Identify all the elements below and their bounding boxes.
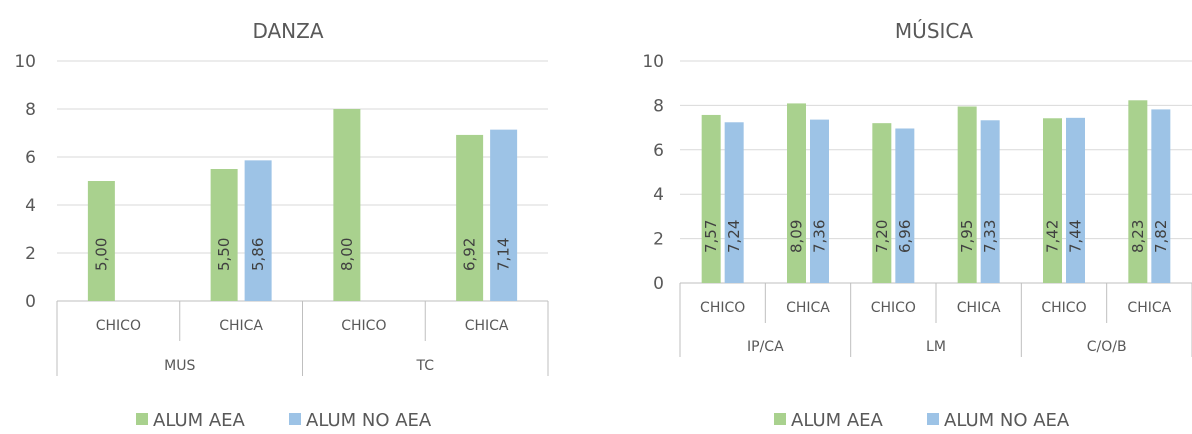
bar (895, 128, 915, 283)
data-label: 5,86 (249, 238, 267, 271)
category-label: CHICO (341, 318, 386, 334)
chart-title: DANZA (252, 19, 323, 43)
y-tick-label: 10 (642, 52, 664, 72)
danza-chart: DANZA 0 2 4 6 8 10 CHICO CHICA CHICO CHICA MUS TC 5,0… (14, 19, 549, 431)
legend-label: ALUM NO AEA (944, 410, 1070, 431)
data-label: 6,96 (896, 220, 914, 253)
y-tick-label: 0 (653, 274, 664, 294)
bar (490, 129, 518, 301)
y-tick-label: 8 (653, 96, 664, 116)
category-label: CHICO (1041, 300, 1086, 316)
y-tick-label: 10 (14, 52, 36, 72)
data-label: 7,82 (1152, 220, 1170, 253)
y-tick-label: 2 (653, 230, 664, 250)
y-tick-label: 0 (25, 292, 36, 312)
bar (210, 169, 238, 301)
bar (1151, 109, 1171, 283)
data-label: 7,33 (981, 220, 999, 253)
data-label: 8,09 (788, 220, 806, 253)
data-label: 6,92 (461, 238, 479, 271)
category-label: CHICA (219, 318, 263, 334)
bar (810, 119, 829, 283)
y-tick-label: 2 (25, 244, 36, 264)
data-label: 5,00 (92, 238, 110, 271)
category-label: CHICA (465, 318, 509, 334)
group-label: LM (926, 339, 946, 355)
legend-label: ALUM AEA (791, 410, 884, 431)
legend-swatch (289, 413, 301, 425)
y-tick-label: 8 (25, 100, 36, 120)
legend-label: ALUM NO AEA (306, 410, 432, 431)
chart-title: MÚSICA (895, 19, 973, 43)
category-label: CHICO (96, 318, 141, 334)
legend-swatch (136, 413, 148, 425)
y-tick-label: 4 (25, 196, 36, 216)
bar (724, 122, 744, 283)
group-label: MUS (164, 358, 195, 374)
bar (1043, 118, 1062, 283)
bar (87, 181, 115, 301)
data-label: 7,36 (811, 220, 829, 253)
bar (1066, 117, 1085, 283)
legend-label: ALUM AEA (153, 410, 246, 431)
bar (787, 103, 806, 283)
group-label: TC (415, 358, 434, 374)
data-label: 7,20 (873, 220, 891, 253)
y-tick-label: 4 (653, 185, 664, 205)
bar (244, 160, 272, 301)
bar (980, 120, 1000, 283)
bar (957, 106, 977, 283)
data-label: 7,42 (1044, 220, 1062, 253)
bar (701, 114, 721, 283)
category-label: CHICO (700, 300, 745, 316)
group-label: C/O/B (1087, 339, 1127, 355)
data-label: 7,24 (725, 220, 743, 253)
bar (456, 134, 484, 301)
bar (872, 123, 892, 283)
data-label: 8,00 (338, 238, 356, 271)
y-tick-label: 6 (653, 141, 664, 161)
group-label: IP/CA (747, 339, 784, 355)
bar (1128, 100, 1148, 283)
data-label: 7,14 (495, 238, 513, 271)
legend-swatch (927, 413, 939, 425)
category-label: CHICA (1127, 300, 1171, 316)
bar (333, 109, 361, 301)
data-label: 8,23 (1129, 220, 1147, 253)
category-label: CHICA (957, 300, 1001, 316)
data-label: 7,95 (958, 220, 976, 253)
category-label: CHICA (786, 300, 830, 316)
musica-chart: MÚSICA 0 2 4 6 8 10 CHICO CHICA CHICO CHICA CHICO CH… (642, 19, 1192, 431)
data-label: 7,57 (702, 220, 720, 253)
y-tick-label: 6 (25, 148, 36, 168)
legend-swatch (774, 413, 786, 425)
category-label: CHICO (871, 300, 916, 316)
data-label: 5,50 (215, 238, 233, 271)
data-label: 7,44 (1067, 220, 1085, 253)
